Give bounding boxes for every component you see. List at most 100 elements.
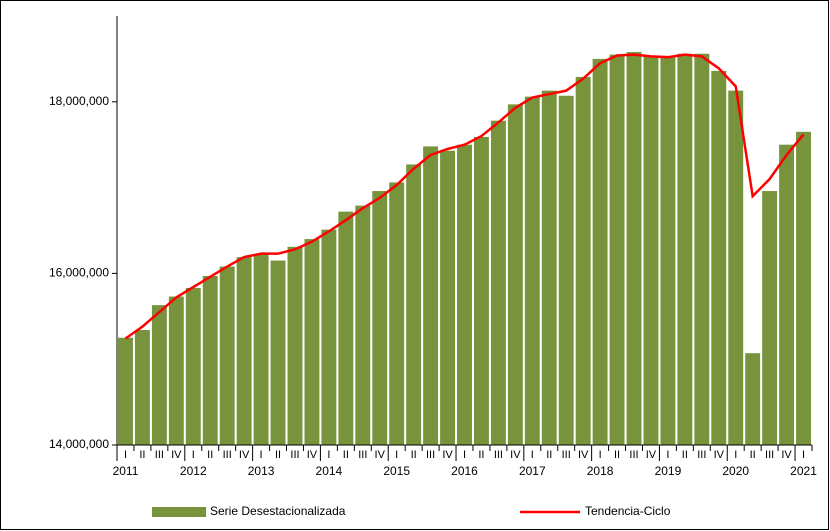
- quarter-label: IV: [442, 449, 453, 461]
- bar: [779, 144, 795, 445]
- bar: [541, 90, 557, 446]
- quarter-label: III: [223, 449, 232, 461]
- quarter-label: III: [629, 449, 638, 461]
- y-tick-label: 14,000,000: [49, 437, 109, 451]
- quarter-label: III: [765, 449, 774, 461]
- bar: [253, 254, 269, 445]
- quarter-label: II: [275, 449, 281, 461]
- quarter-label: II: [139, 449, 145, 461]
- year-label: 2021: [790, 464, 817, 478]
- year-label: 2012: [180, 464, 207, 478]
- bar: [626, 52, 642, 445]
- y-tick-label: 18,000,000: [49, 94, 109, 108]
- bar: [168, 296, 184, 445]
- quarter-label: III: [358, 449, 367, 461]
- year-label: 2015: [383, 464, 410, 478]
- bar: [287, 246, 303, 445]
- bar: [134, 330, 150, 445]
- year-label: 2018: [587, 464, 614, 478]
- bar: [728, 90, 744, 446]
- quarter-label: II: [750, 449, 756, 461]
- quarter-label: I: [260, 449, 263, 461]
- bar: [762, 191, 778, 445]
- quarter-label: I: [463, 449, 466, 461]
- quarter-label: IV: [578, 449, 589, 461]
- bar: [219, 266, 235, 445]
- quarter-label: IV: [646, 449, 657, 461]
- quarter-label: IV: [510, 449, 521, 461]
- quarter-label: IV: [714, 449, 725, 461]
- quarter-label: I: [395, 449, 398, 461]
- quarter-label: IV: [239, 449, 250, 461]
- quarter-label: III: [562, 449, 571, 461]
- bar: [202, 275, 218, 445]
- quarter-label: II: [343, 449, 349, 461]
- bar: [524, 96, 540, 445]
- bar: [338, 211, 354, 445]
- bar: [694, 53, 710, 445]
- quarter-label: I: [531, 449, 534, 461]
- quarter-label: III: [290, 449, 299, 461]
- quarter-label: I: [192, 449, 195, 461]
- bar: [507, 104, 523, 446]
- bar: [151, 305, 167, 445]
- quarter-label: I: [124, 449, 127, 461]
- year-label: 2016: [451, 464, 478, 478]
- y-tick-label: 16,000,000: [49, 266, 109, 280]
- bar: [389, 182, 405, 445]
- bar: [118, 337, 133, 445]
- year-label: 2019: [655, 464, 682, 478]
- bar: [372, 191, 388, 445]
- quarter-label: III: [697, 449, 706, 461]
- year-label: 2013: [248, 464, 275, 478]
- quarter-label: I: [802, 449, 805, 461]
- quarter-label: II: [546, 449, 552, 461]
- bar: [423, 146, 439, 445]
- bar: [355, 205, 371, 445]
- bar: [490, 120, 506, 446]
- bar: [609, 54, 625, 446]
- bar: [304, 239, 320, 445]
- bar: [711, 70, 727, 446]
- bar: [236, 257, 252, 445]
- quarter-label: II: [478, 449, 484, 461]
- bar: [745, 353, 761, 445]
- bar: [796, 131, 811, 445]
- bar: [677, 53, 693, 445]
- quarter-label: I: [734, 449, 737, 461]
- bar: [440, 150, 456, 445]
- legend-label: Tendencia-Ciclo: [585, 504, 671, 518]
- quarter-label: III: [426, 449, 435, 461]
- bar: [321, 229, 337, 445]
- quarter-label: III: [494, 449, 503, 461]
- bar: [575, 76, 591, 445]
- quarter-label: IV: [375, 449, 386, 461]
- quarter-label: III: [155, 449, 164, 461]
- quarter-label: II: [614, 449, 620, 461]
- quarter-label: IV: [171, 449, 182, 461]
- quarter-label: IV: [781, 449, 792, 461]
- bar: [643, 56, 659, 446]
- bar: [558, 95, 574, 445]
- bar: [270, 260, 286, 445]
- legend-label: Serie Desestacionalizada: [210, 504, 346, 518]
- quarter-label: I: [666, 449, 669, 461]
- bar: [473, 136, 489, 445]
- bar: [406, 164, 422, 445]
- quarter-label: I: [327, 449, 330, 461]
- bar: [185, 287, 201, 445]
- year-label: 2020: [722, 464, 749, 478]
- quarter-label: II: [207, 449, 213, 461]
- year-label: 2011: [113, 464, 139, 478]
- legend-swatch: [152, 507, 206, 517]
- quarter-label: II: [411, 449, 417, 461]
- bar: [457, 144, 472, 445]
- quarter-label: II: [682, 449, 688, 461]
- bar: [660, 57, 676, 446]
- bar: [592, 58, 608, 446]
- quarter-label: I: [599, 449, 602, 461]
- quarter-label: IV: [307, 449, 318, 461]
- trend-line: [124, 53, 805, 340]
